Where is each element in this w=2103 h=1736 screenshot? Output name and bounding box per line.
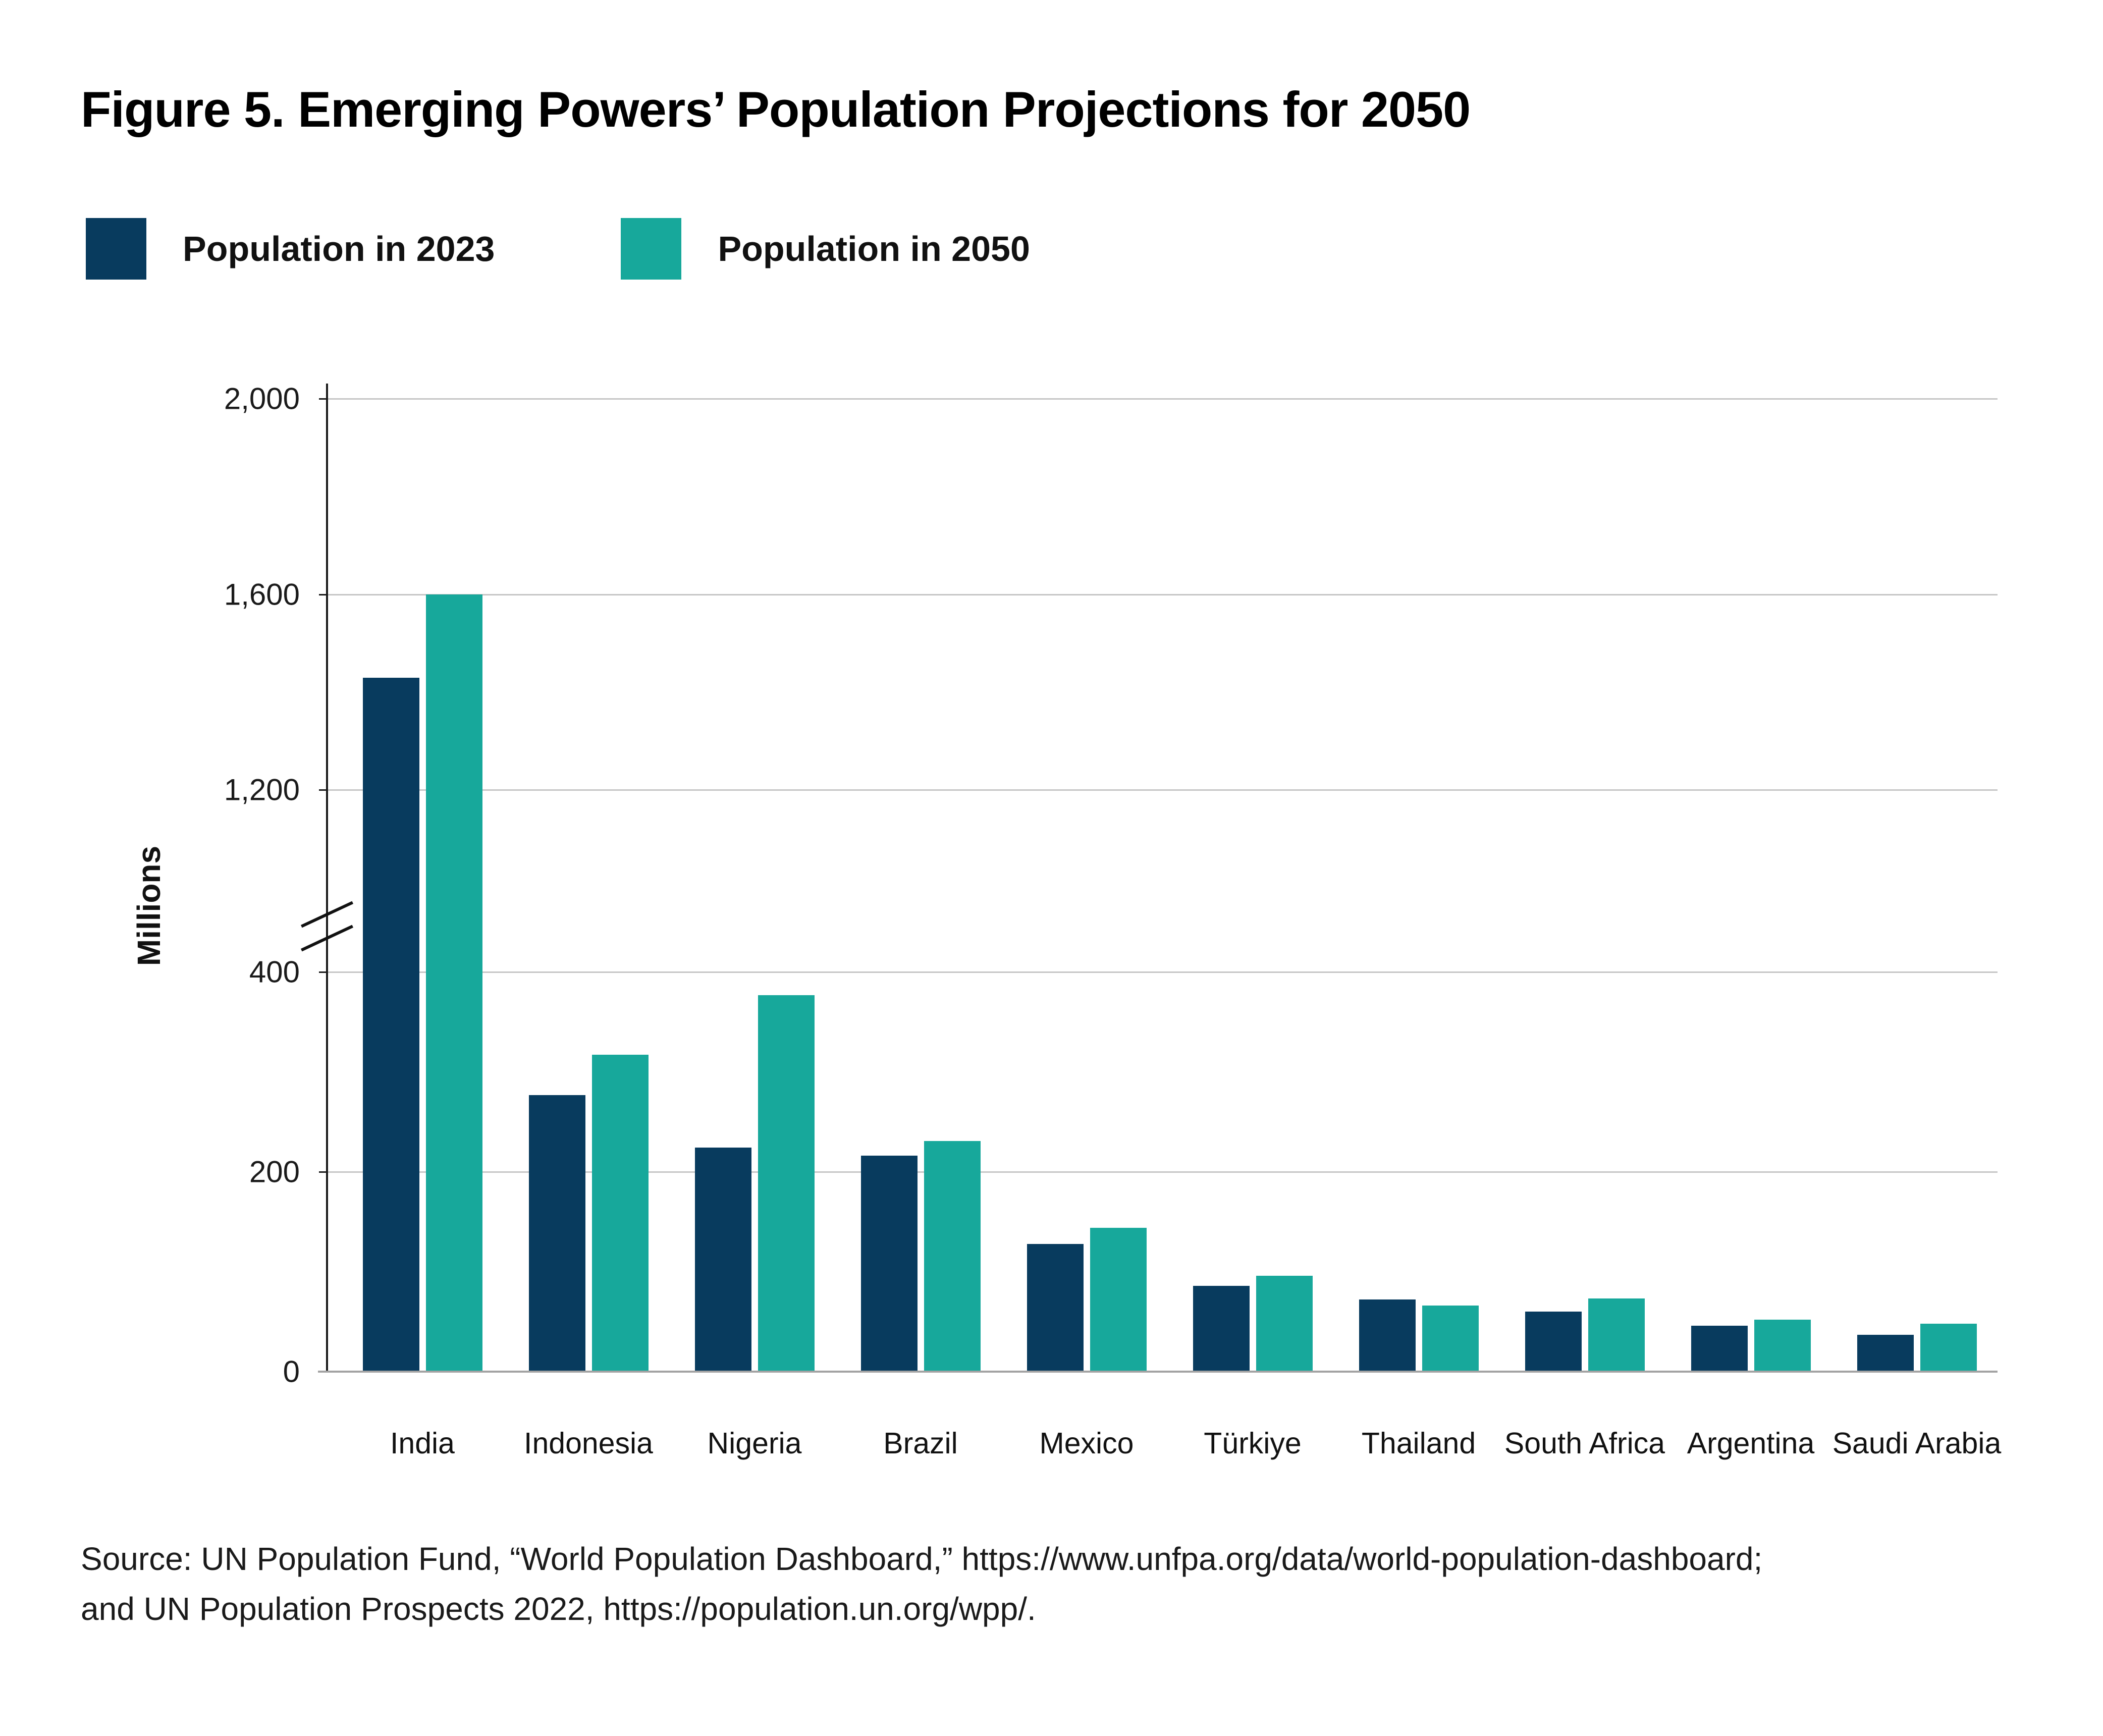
legend-swatch-2050	[621, 218, 682, 280]
x-label-south-africa: South Africa	[1504, 1427, 1665, 1460]
bar-argentina-2023	[1691, 1325, 1748, 1372]
bar-nigeria-2050	[758, 995, 815, 1372]
x-label-saudi-arabia: Saudi Arabia	[1832, 1427, 2002, 1460]
bar-mexico-2023	[1027, 1243, 1084, 1372]
bar-indonesia-2023	[528, 1095, 585, 1372]
x-label-argentina: Argentina	[1687, 1427, 1815, 1460]
x-axis-line	[318, 1371, 1998, 1373]
bar-mexico-2050	[1090, 1227, 1147, 1372]
y-tick-label-0: 0	[283, 1354, 300, 1389]
x-label-nigeria: Nigeria	[707, 1427, 802, 1460]
x-label-thailand: Thailand	[1361, 1427, 1476, 1460]
y-axis-line	[326, 384, 328, 1372]
y-axis-title: Millions	[131, 845, 167, 966]
bar-south-africa-2050	[1588, 1298, 1645, 1372]
bar-india-2050	[425, 594, 482, 1372]
bar-brazil-2050	[924, 1141, 981, 1372]
x-label-india: India	[390, 1427, 455, 1460]
bar-thailand-2050	[1422, 1306, 1479, 1372]
source-line-2: and UN Population Prospects 2022, https:…	[81, 1591, 1036, 1628]
bar-saudi-arabia-2050	[1920, 1323, 1977, 1372]
figure-title: Figure 5. Emerging Powers’ Population Pr…	[81, 81, 1471, 137]
y-tick-label-1600: 1,600	[224, 577, 300, 612]
source-line-1: Source: UN Population Fund, “World Popul…	[81, 1541, 1763, 1577]
bar-türkiye-2023	[1193, 1285, 1250, 1372]
legend-item-2050: Population in 2050	[621, 218, 1030, 280]
bar-indonesia-2050	[591, 1055, 649, 1372]
gridline-400	[327, 971, 1998, 973]
bar-türkiye-2050	[1256, 1275, 1313, 1372]
x-label-brazil: Brazil	[883, 1427, 958, 1460]
x-label-indonesia: Indonesia	[524, 1427, 653, 1460]
bar-brazil-2023	[860, 1156, 918, 1372]
bar-thailand-2023	[1359, 1299, 1416, 1372]
gridline-1600	[327, 594, 1998, 595]
y-tick-label-200: 200	[249, 1155, 300, 1189]
y-tick-1200	[319, 789, 327, 791]
legend-swatch-2023	[86, 218, 146, 280]
y-tick-label-1200: 1,200	[224, 773, 300, 807]
bar-saudi-arabia-2023	[1857, 1334, 1914, 1372]
gridline-200	[327, 1171, 1998, 1173]
y-tick-400	[319, 971, 327, 973]
y-tick-1600	[319, 594, 327, 595]
y-tick-label-2000: 2,000	[224, 382, 300, 416]
x-label-türkiye: Türkiye	[1204, 1427, 1302, 1460]
legend: Population in 2023 Population in 2050	[86, 218, 1030, 280]
bar-india-2023	[362, 678, 419, 1372]
legend-item-2023: Population in 2023	[86, 218, 495, 280]
gridline-1200	[327, 789, 1998, 791]
gridline-2000	[327, 398, 1998, 400]
legend-label-2023: Population in 2023	[183, 229, 495, 268]
source-note: Source: UN Population Fund, “World Popul…	[81, 1534, 1762, 1634]
y-tick-label-400: 400	[249, 955, 300, 989]
y-tick-200	[319, 1171, 327, 1173]
legend-label-2050: Population in 2050	[718, 229, 1030, 268]
y-tick-2000	[319, 398, 327, 400]
bar-argentina-2050	[1754, 1320, 1811, 1372]
x-label-mexico: Mexico	[1039, 1427, 1134, 1460]
bar-nigeria-2023	[694, 1148, 751, 1372]
bar-south-africa-2023	[1525, 1312, 1582, 1372]
